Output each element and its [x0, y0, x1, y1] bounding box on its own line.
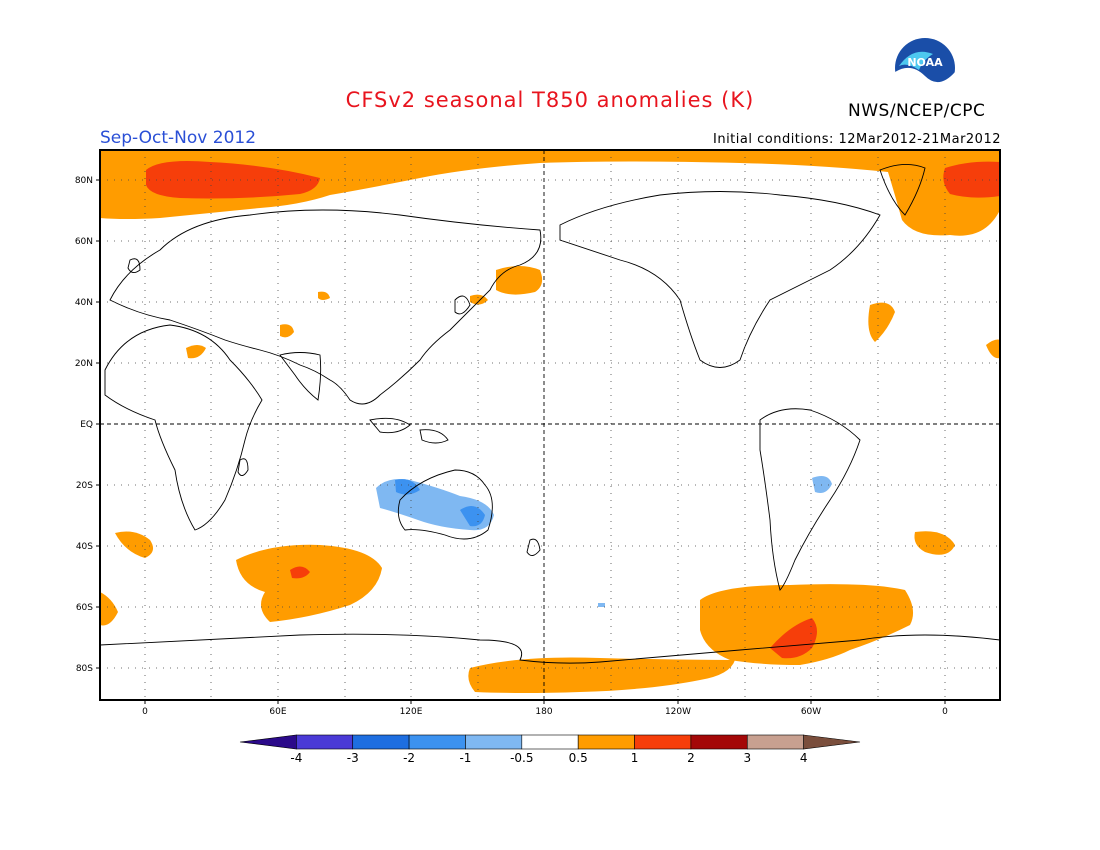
- colorbar-label: -3: [347, 751, 359, 765]
- lat-label: 20S: [76, 481, 93, 491]
- colorbar-label: -1: [459, 751, 471, 765]
- lat-lon-grid: [100, 150, 1000, 700]
- colorbar-swatch: [521, 734, 579, 750]
- lat-label: 80S: [76, 664, 93, 674]
- colorbar-label: 1: [631, 751, 639, 765]
- colorbar-swatch: [352, 734, 410, 750]
- reference-lines: [100, 150, 1000, 700]
- lon-label: 120W: [665, 707, 691, 717]
- chart-title: CFSv2 seasonal T850 anomalies (K): [345, 88, 755, 112]
- lon-label: 60W: [801, 707, 821, 717]
- axis-ticks: [96, 179, 946, 704]
- noaa-logo-icon: NOAA: [895, 38, 955, 100]
- noaa-logo-text: NOAA: [907, 56, 943, 69]
- colorbar-swatch: [577, 734, 635, 750]
- lon-label: 0: [142, 707, 148, 717]
- agency-label: NWS/NCEP/CPC: [848, 101, 986, 121]
- colorbar-label: 3: [743, 751, 751, 765]
- colorbar-label: -0.5: [510, 751, 533, 765]
- colorbar-swatch: [634, 734, 692, 750]
- colorbar-swatch: [690, 734, 748, 750]
- lat-label: 40S: [76, 542, 93, 552]
- colorbar-swatch: [803, 734, 861, 750]
- lon-label: 0: [942, 707, 948, 717]
- map-frame: [99, 149, 1001, 701]
- lat-label: 60N: [75, 237, 93, 247]
- longitude-labels: 0 60E 120E 180 120W 60W 0: [142, 707, 948, 717]
- colorbar-swatch: [746, 734, 804, 750]
- colorbar-swatch: [239, 734, 297, 750]
- season-label: Sep-Oct-Nov 2012: [100, 128, 257, 148]
- colorbar-label: -2: [403, 751, 415, 765]
- initial-conditions-label: Initial conditions: 12Mar2012-21Mar2012: [713, 132, 1001, 147]
- colorbar-label: 2: [687, 751, 695, 765]
- colorbar-swatch: [408, 734, 466, 750]
- lat-label: 20N: [75, 359, 93, 369]
- lon-label: 120E: [400, 707, 423, 717]
- moderate-cold-anomaly-regions: [395, 479, 485, 527]
- warm-anomaly-regions: [100, 150, 1000, 693]
- lon-label: 60E: [269, 707, 286, 717]
- lat-label: 40N: [75, 298, 93, 308]
- colorbar-label: 0.5: [569, 751, 588, 765]
- colorbar-label: 4: [800, 751, 808, 765]
- lat-label: 80N: [75, 176, 93, 186]
- coastlines: [100, 164, 1000, 664]
- lon-label: 180: [535, 707, 552, 717]
- lat-label: EQ: [80, 420, 93, 430]
- latitude-labels: 80N 60N 40N 20N EQ 20S 40S 60S 80S: [75, 176, 93, 674]
- lat-label: 60S: [76, 603, 93, 613]
- colorbar-swatch: [465, 734, 523, 750]
- colorbar-label: -4: [290, 751, 302, 765]
- colorbar-swatch: [296, 734, 354, 750]
